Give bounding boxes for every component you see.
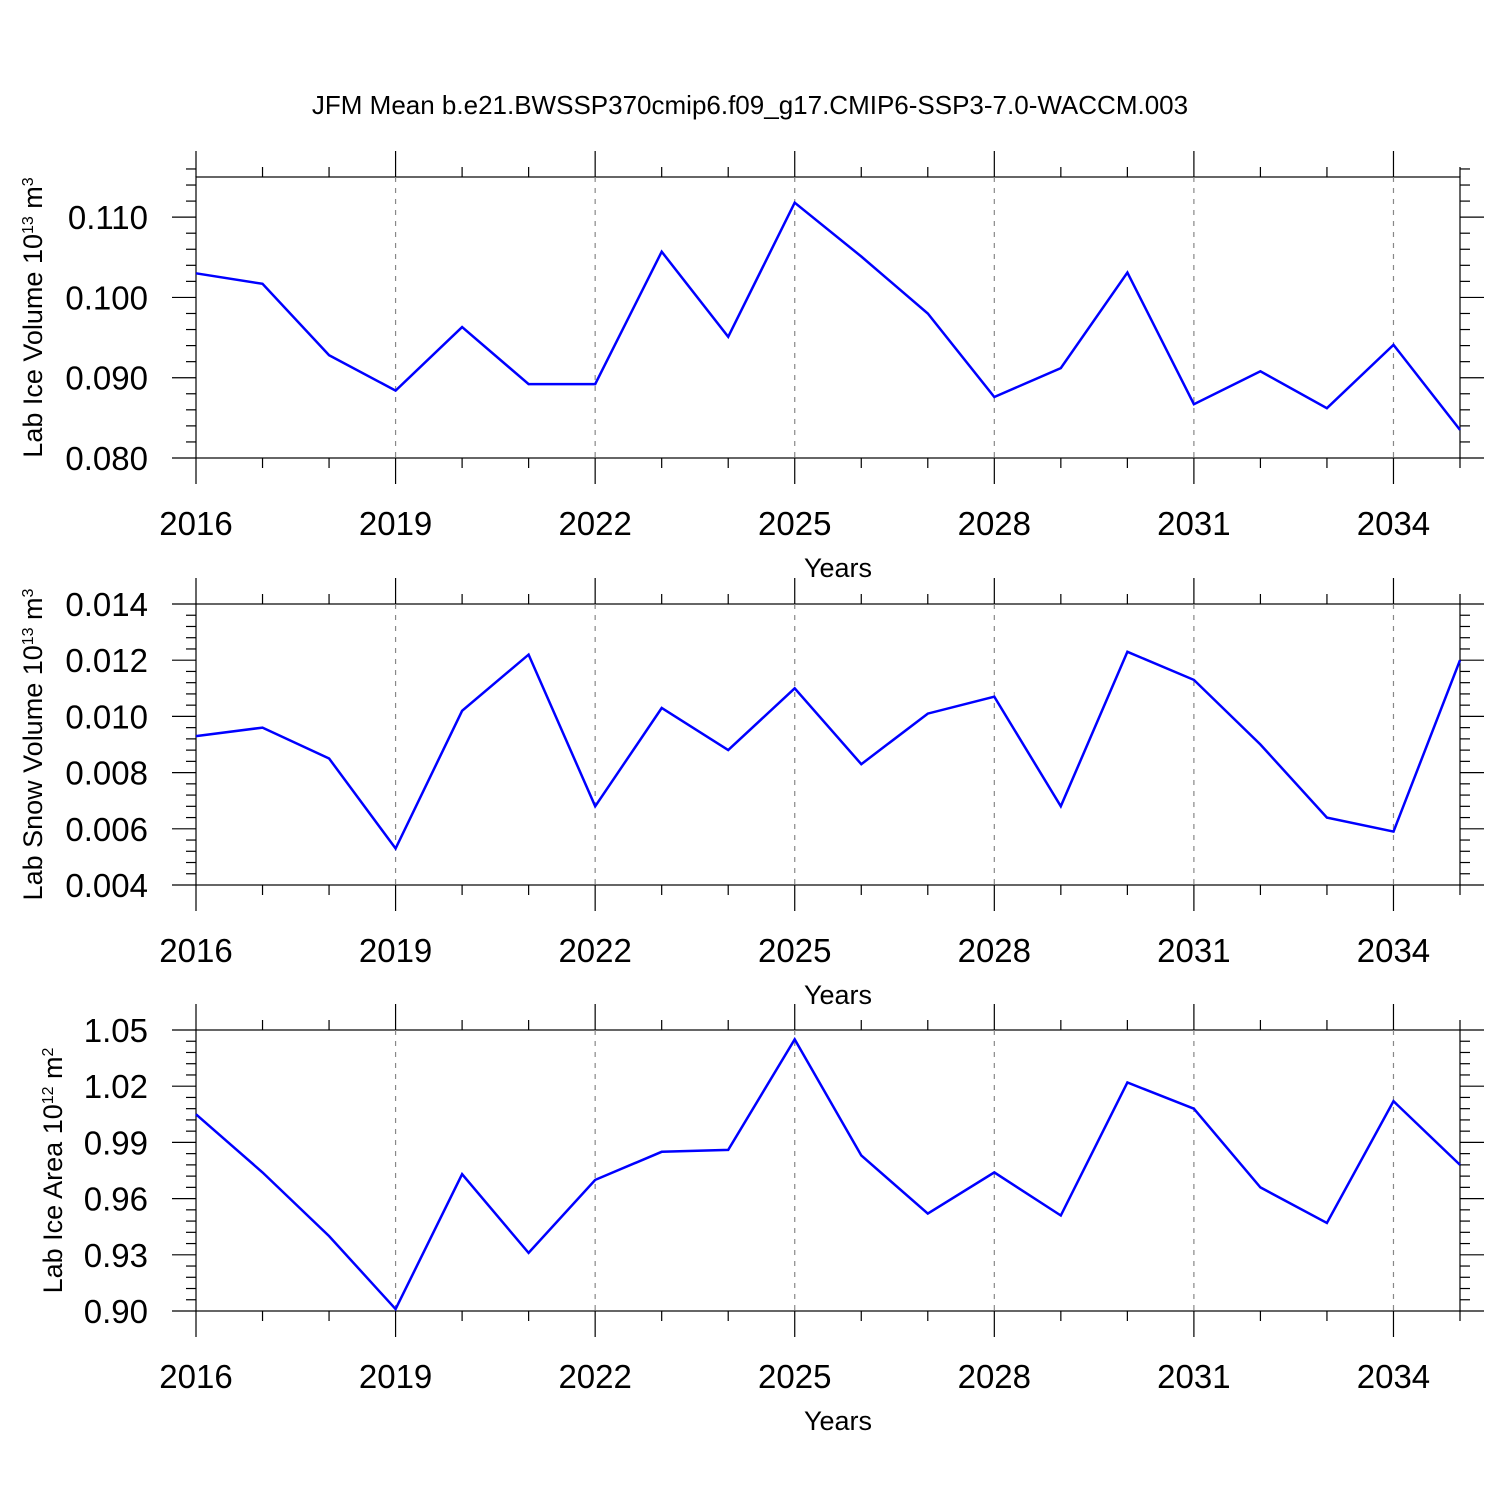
y-axis-label-superscript: 12 — [40, 1086, 57, 1104]
x-tick-label: 2019 — [359, 505, 432, 542]
y-tick-label: 0.010 — [65, 698, 148, 735]
y-axis-label-superscript: 2 — [40, 1047, 57, 1056]
y-tick-label: 0.100 — [65, 279, 148, 316]
y-axis-label: Lab Ice Area 1012 m2 — [38, 1047, 68, 1293]
y-tick-label: 0.99 — [84, 1124, 148, 1161]
x-tick-label: 2034 — [1357, 505, 1430, 542]
x-tick-label: 2019 — [359, 932, 432, 969]
y-tick-label: 0.006 — [65, 811, 148, 848]
chart-panels: 2016 2019 2022 2025 2028 2031 2034 0.080 0.090 0.… — [18, 151, 1484, 1436]
y-tick-label: 0.080 — [65, 440, 148, 477]
y-tick-label: 0.96 — [84, 1181, 148, 1218]
y-axis-label-superscript: 13 — [20, 627, 37, 645]
y-tick-label: 0.008 — [65, 755, 148, 792]
plot-frame — [195, 1029, 1461, 1312]
x-axis-label: Years — [804, 1406, 872, 1436]
y-tick-label: 0.90 — [84, 1293, 148, 1330]
x-tick-label: 2022 — [558, 932, 631, 969]
y-axis-label-part: m — [18, 597, 48, 627]
x-tick-label: 2025 — [758, 932, 831, 969]
y-tick-label: 1.02 — [84, 1068, 148, 1105]
x-tick-label: 2016 — [159, 1358, 232, 1395]
y-axis-label: Lab Snow Volume 1013 m3 — [18, 588, 48, 900]
series-line — [195, 200, 1461, 431]
x-axis-label: Years — [804, 553, 872, 583]
x-tick-label: 2022 — [558, 1358, 631, 1395]
plot-frame — [195, 176, 1461, 459]
y-axis-label-superscript: 3 — [20, 588, 37, 597]
x-tick-label: 2034 — [1357, 1358, 1430, 1395]
plot-frame — [195, 603, 1461, 886]
y-axis-label-superscript: 3 — [20, 177, 37, 186]
panel-2: 2016 2019 2022 2025 2028 2031 2034 0.004 0.006 0.… — [18, 578, 1484, 1010]
chart-title: JFM Mean b.e21.BWSSP370cmip6.f09_g17.CMI… — [312, 90, 1188, 120]
x-tick-label: 2016 — [159, 932, 232, 969]
series-line — [195, 650, 1462, 851]
x-tick-label: 2022 — [558, 505, 631, 542]
x-axis-label: Years — [804, 980, 872, 1010]
x-tick-label: 2025 — [758, 1358, 831, 1395]
y-tick-label: 0.014 — [65, 586, 148, 623]
x-tick-label: 2028 — [958, 1358, 1031, 1395]
y-axis-label: Lab Ice Volume 1013 m3 — [18, 177, 48, 457]
x-tick-label: 2031 — [1157, 1358, 1230, 1395]
x-tick-label: 2031 — [1157, 505, 1230, 542]
y-axis-label-superscript: 13 — [20, 216, 37, 234]
panel-3: 2016 2019 2022 2025 2028 2031 2034 0.90 0.93 0.96… — [38, 1004, 1484, 1436]
x-tick-label: 2028 — [958, 505, 1031, 542]
y-tick-label: 0.012 — [65, 642, 148, 679]
y-tick-label: 0.004 — [65, 867, 148, 904]
x-tick-label: 2016 — [159, 505, 232, 542]
series-line — [195, 1036, 1461, 1312]
panel-1: 2016 2019 2022 2025 2028 2031 2034 0.080 0.090 0.… — [18, 151, 1484, 583]
y-tick-label: 1.05 — [84, 1012, 148, 1049]
y-axis-label-part: Lab Ice Area 10 — [38, 1104, 68, 1293]
y-axis-label-part: Lab Ice Volume 10 — [18, 234, 48, 458]
x-tick-label: 2019 — [359, 1358, 432, 1395]
x-tick-label: 2034 — [1357, 932, 1430, 969]
y-tick-label: 0.93 — [84, 1237, 148, 1274]
y-axis-label-part: m — [18, 186, 48, 216]
x-tick-label: 2025 — [758, 505, 831, 542]
y-axis-label-part: Lab Snow Volume 10 — [18, 645, 48, 900]
x-tick-label: 2031 — [1157, 932, 1230, 969]
y-tick-label: 0.090 — [65, 360, 148, 397]
x-tick-label: 2028 — [958, 932, 1031, 969]
y-tick-label: 0.110 — [68, 199, 148, 236]
y-axis-label-part: m — [38, 1056, 68, 1086]
